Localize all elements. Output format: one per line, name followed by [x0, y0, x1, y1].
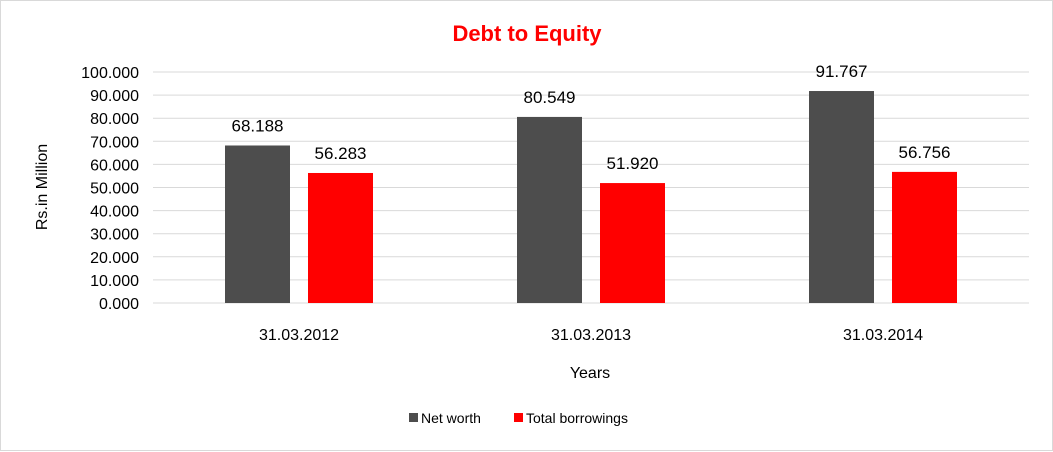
y-tick-label: 20.000: [90, 250, 139, 267]
y-tick-label: 80.000: [90, 111, 139, 128]
data-label: 80.549: [524, 88, 576, 107]
data-label: 56.756: [899, 143, 951, 162]
x-axis-title: Years: [570, 365, 610, 382]
legend-label: Total borrowings: [526, 410, 628, 426]
bar: [600, 183, 665, 303]
data-labels: 68.188 56.283 80.549 51.920 91.767 56.756: [232, 62, 951, 173]
data-label: 56.283: [315, 144, 367, 163]
legend-swatch: [514, 413, 523, 422]
x-category-label: 31.03.2013: [551, 327, 631, 344]
y-tick-label: 100.000: [81, 65, 139, 82]
y-tick-label: 30.000: [90, 227, 139, 244]
bars: [225, 91, 957, 304]
y-tick-label: 70.000: [90, 134, 139, 151]
x-axis-categories: 31.03.2012 31.03.2013 31.03.2014: [259, 327, 923, 344]
gridlines: [153, 71, 1029, 304]
data-label: 51.920: [607, 154, 659, 173]
y-tick-label: 10.000: [90, 273, 139, 290]
bar: [517, 116, 582, 303]
y-tick-label: 60.000: [90, 157, 139, 174]
x-category-label: 31.03.2012: [259, 327, 339, 344]
chart-title: Debt to Equity: [452, 21, 602, 46]
y-tick-label: 40.000: [90, 204, 139, 221]
data-label: 91.767: [816, 62, 868, 81]
y-axis-title: Rs.in Million: [34, 144, 51, 230]
data-label: 68.188: [232, 116, 284, 135]
bar: [308, 172, 373, 303]
x-category-label: 31.03.2014: [843, 327, 923, 344]
y-tick-label: 90.000: [90, 88, 139, 105]
bar: [225, 145, 290, 303]
legend-label: Net worth: [421, 410, 481, 426]
bar: [809, 91, 874, 304]
y-tick-label: 0.000: [99, 296, 139, 313]
bar: [892, 171, 957, 303]
legend-swatch: [409, 413, 418, 422]
y-axis-ticks: 0.000 10.000 20.000 30.000 40.000 50.000 60.00…: [81, 65, 139, 313]
legend: Net worth Total borrowings: [409, 410, 628, 426]
y-tick-label: 50.000: [90, 181, 139, 198]
